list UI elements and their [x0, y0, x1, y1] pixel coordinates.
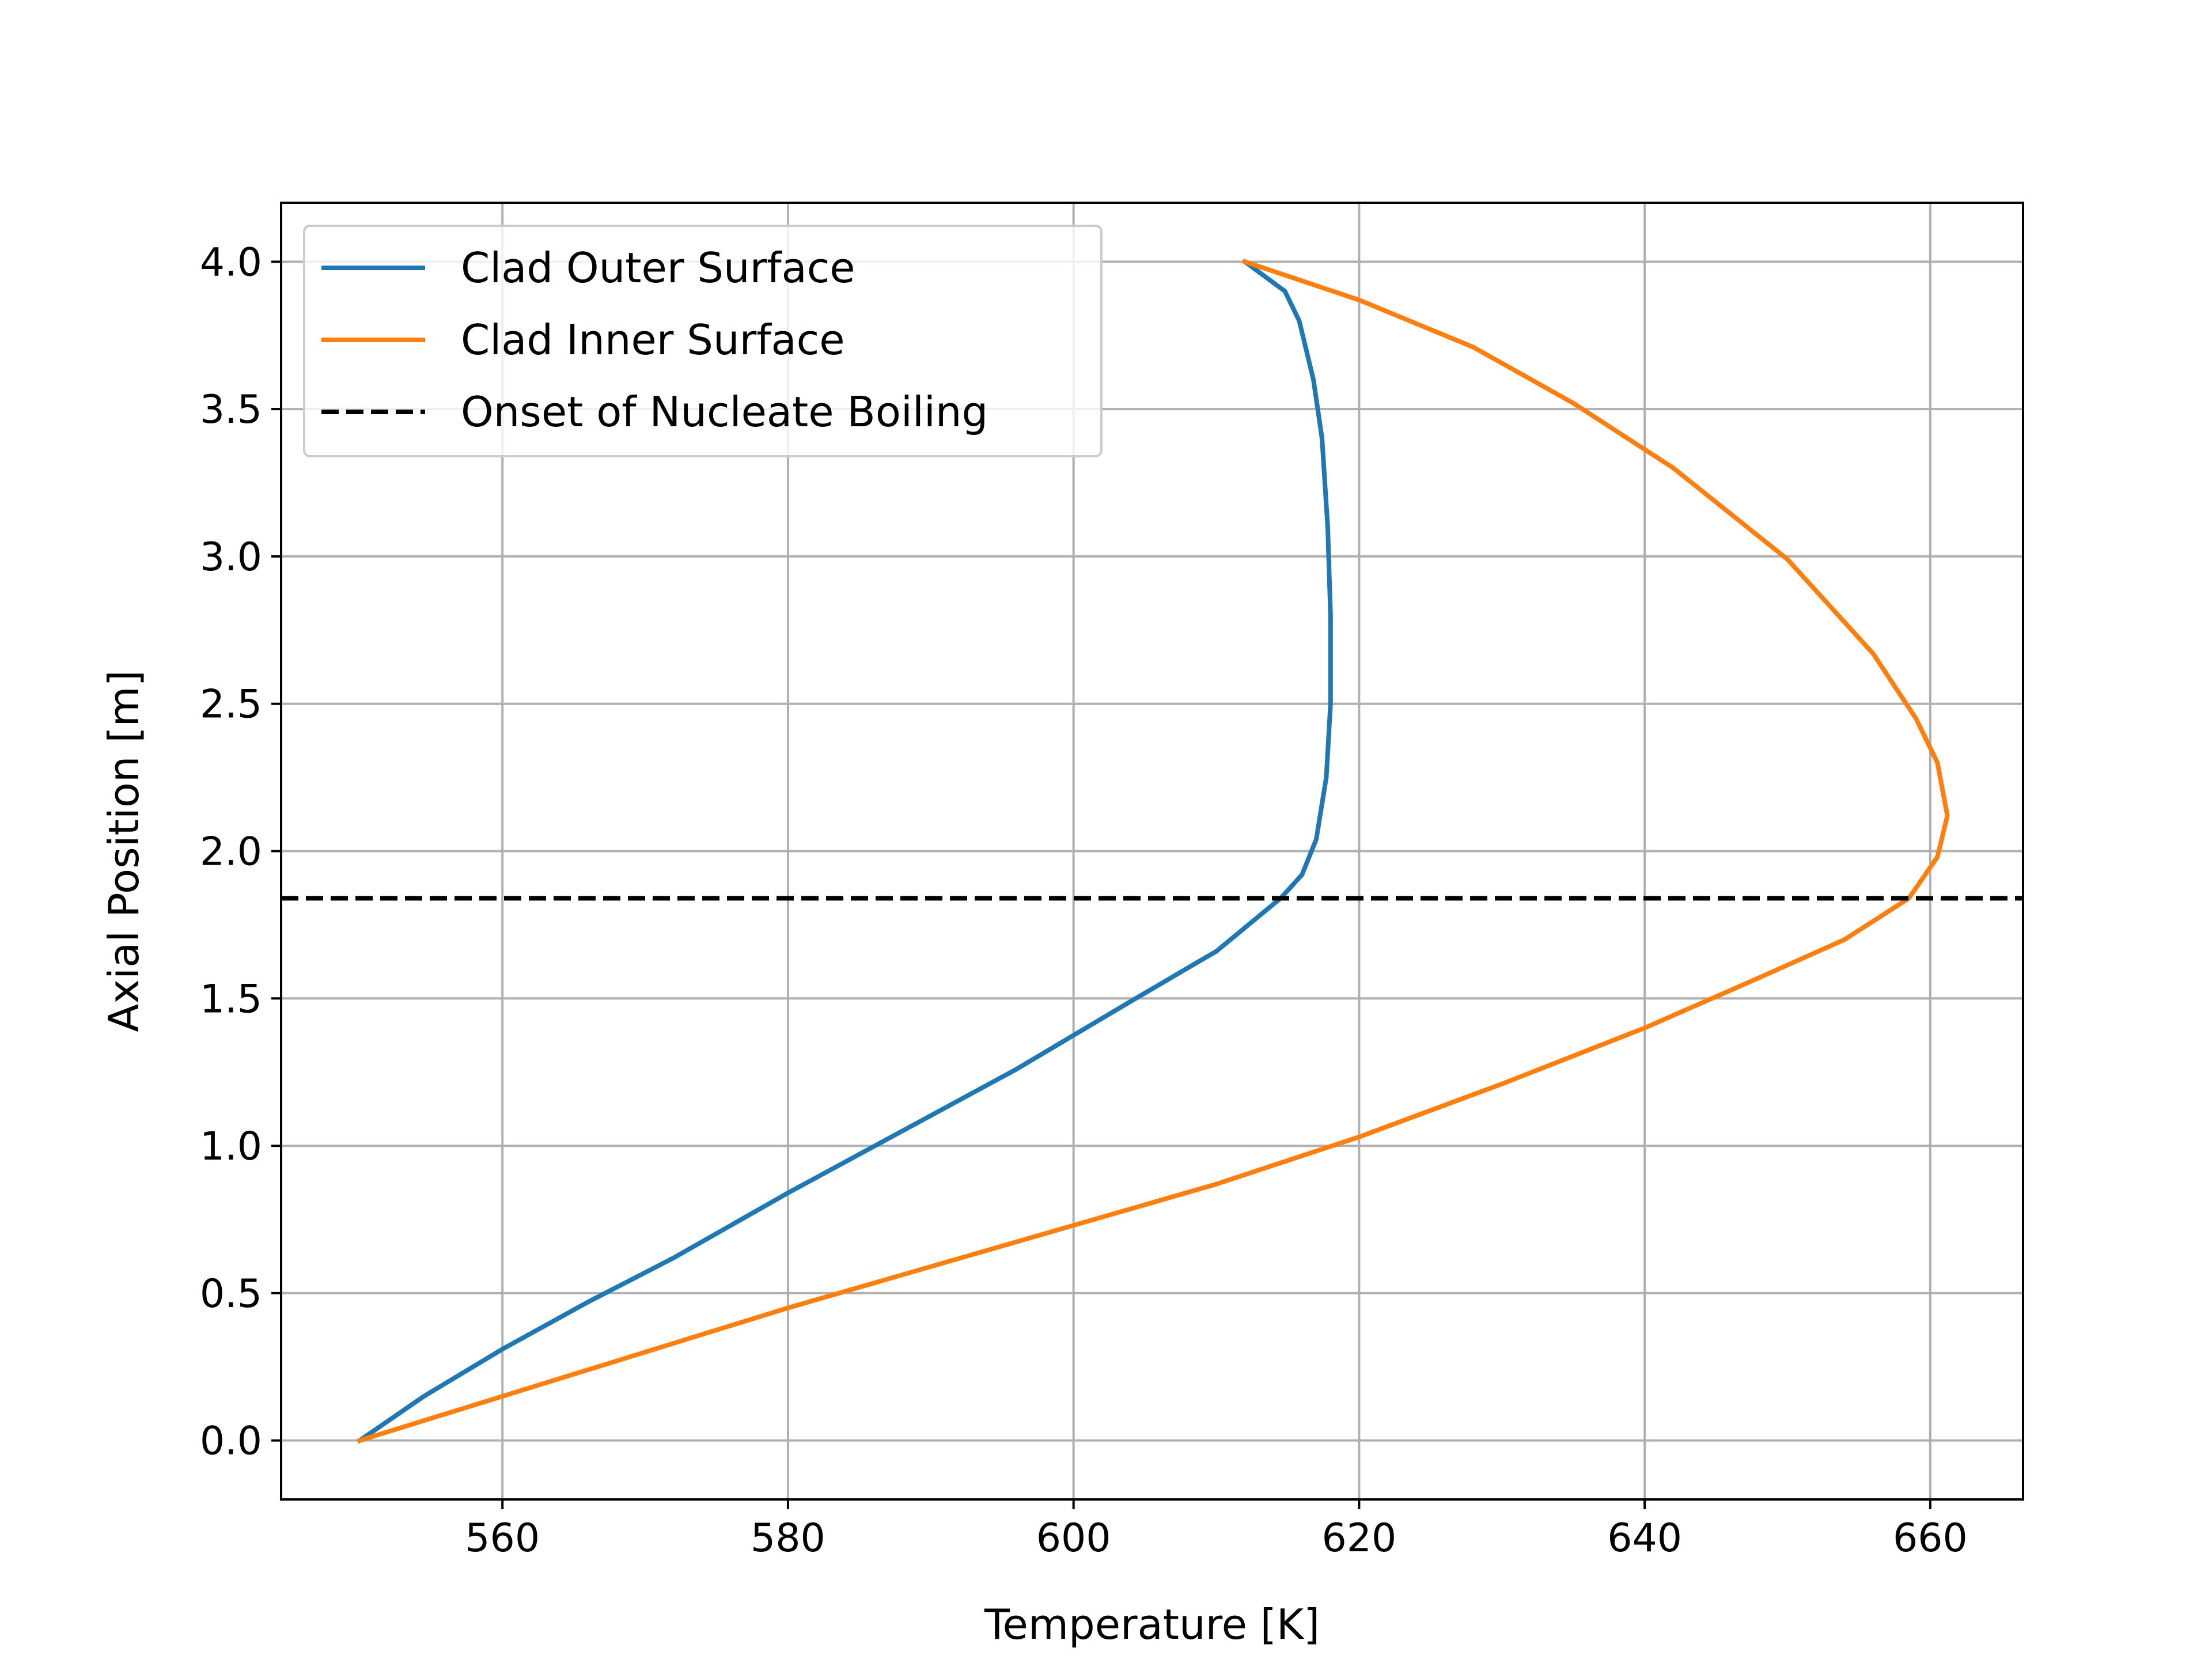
y-axis-label: Axial Position [m] — [100, 670, 148, 1032]
plot-series — [281, 258, 2023, 1444]
x-axis-label: Temperature [K] — [984, 1600, 1320, 1649]
series-line-clad-inner-surface — [357, 259, 1950, 1444]
legend-label: Clad Outer Surface — [461, 244, 855, 292]
y-tick-label: 2.0 — [200, 830, 262, 875]
y-tick-label: 0.5 — [200, 1271, 262, 1317]
y-tick-label: 4.0 — [200, 240, 262, 285]
legend-label: Clad Inner Surface — [461, 316, 845, 364]
legend-box — [303, 225, 1103, 457]
x-tick-label: 560 — [465, 1516, 540, 1561]
series-line-clad-outer-surface — [356, 258, 1333, 1444]
x-tick-label: 640 — [1607, 1516, 1682, 1561]
legend-label: Onset of Nucleate Boiling — [461, 388, 988, 436]
y-tick-label: 0.0 — [200, 1419, 262, 1464]
y-tick-label: 1.0 — [200, 1124, 262, 1169]
x-tick-label: 600 — [1036, 1516, 1111, 1561]
x-tick-label: 660 — [1893, 1516, 1968, 1561]
y-tick-label: 3.0 — [200, 535, 262, 580]
legend: Clad Outer Surface Clad Inner Surface Onse… — [303, 225, 1103, 457]
y-tick-label: 1.5 — [200, 976, 262, 1022]
y-tick-label: 3.5 — [200, 387, 262, 433]
x-tick-label: 580 — [751, 1516, 825, 1561]
axis-ticks: 560 580 600 620 640 660 0.0 0.5 1.0 1.5 2.0 2.5 3.0 3… — [200, 240, 1968, 1561]
grid — [281, 203, 2023, 1499]
x-tick-label: 620 — [1322, 1516, 1397, 1561]
y-tick-label: 2.5 — [200, 682, 262, 728]
